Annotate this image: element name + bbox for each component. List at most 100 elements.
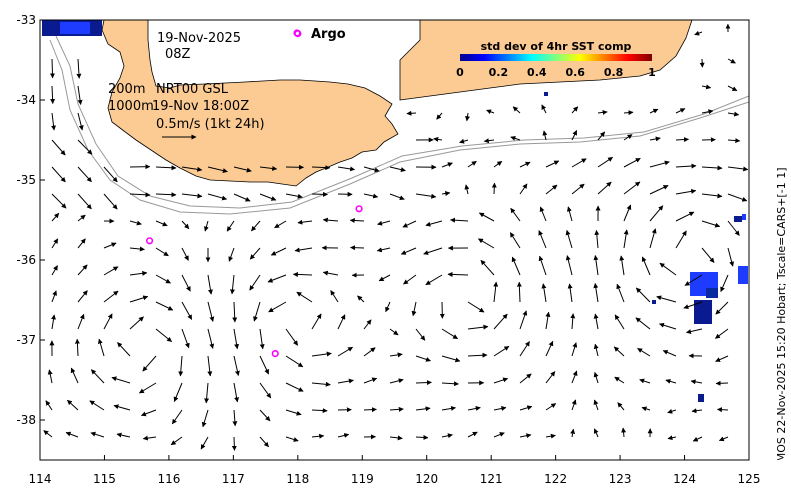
current-vector xyxy=(510,136,521,141)
current-vector xyxy=(155,192,177,198)
current-vector xyxy=(727,247,735,267)
current-vector xyxy=(249,274,261,291)
map-date: 19-Nov-2025 xyxy=(157,31,241,46)
current-vector xyxy=(715,380,729,386)
current-vector xyxy=(411,301,417,317)
current-vector xyxy=(571,106,579,114)
current-vector xyxy=(593,283,599,303)
current-vector xyxy=(77,214,86,222)
current-vector xyxy=(539,206,547,222)
current-vector xyxy=(571,158,587,168)
current-vector xyxy=(727,193,748,202)
current-vector xyxy=(614,376,625,384)
current-vector xyxy=(441,405,456,411)
current-vector xyxy=(718,436,729,442)
current-vector xyxy=(363,166,380,173)
current-vector xyxy=(491,182,497,195)
current-vector xyxy=(129,220,142,226)
current-vector xyxy=(45,400,53,411)
x-tick-label: 119 xyxy=(351,472,374,486)
current-vector xyxy=(47,369,53,384)
current-vector xyxy=(389,352,403,358)
current-vector xyxy=(694,30,703,36)
current-vector xyxy=(43,430,53,438)
current-vector xyxy=(402,220,417,228)
current-vector xyxy=(89,400,105,411)
current-vector xyxy=(519,161,531,168)
current-vector xyxy=(675,108,686,114)
current-vector xyxy=(727,85,738,92)
y-tick-label: -34 xyxy=(16,93,36,107)
argo-float-marker xyxy=(355,205,363,213)
colorbar-title: std dev of 4hr SST comp xyxy=(481,40,632,53)
current-vector xyxy=(111,376,131,384)
current-vector xyxy=(285,436,299,442)
x-tick-label: 116 xyxy=(157,472,180,486)
current-vector xyxy=(617,402,625,411)
current-vector xyxy=(251,220,261,232)
current-vector xyxy=(389,193,405,201)
current-vector xyxy=(181,193,203,199)
x-tick-label: 117 xyxy=(222,472,245,486)
current-vector xyxy=(691,408,703,414)
current-vector xyxy=(103,242,117,249)
y-tick-label: -37 xyxy=(16,333,36,347)
current-vector xyxy=(545,433,556,439)
current-vector xyxy=(701,84,712,90)
current-vector xyxy=(483,138,495,144)
current-vector xyxy=(77,112,84,131)
current-vector xyxy=(155,220,168,227)
current-vector xyxy=(701,193,723,199)
current-vector xyxy=(714,328,729,339)
y-axis: -33 -34 -35 -36 -37 -38 xyxy=(16,13,45,427)
current-vector xyxy=(51,265,58,276)
current-vector xyxy=(253,301,261,322)
current-vector xyxy=(232,409,238,427)
current-vector xyxy=(509,232,521,249)
current-vector xyxy=(493,313,508,330)
current-vector xyxy=(597,131,606,141)
x-axis: 114 115 116 117 118 119 120 121 122 123 124 125 xyxy=(29,455,760,486)
current-vector xyxy=(51,166,66,183)
current-vector xyxy=(690,379,703,385)
current-vector xyxy=(337,433,350,438)
current-vector xyxy=(76,58,82,79)
y-tick-label: -35 xyxy=(16,173,36,187)
current-vector xyxy=(311,165,331,171)
current-vector xyxy=(233,193,251,202)
current-vector xyxy=(155,165,177,171)
current-vector xyxy=(113,404,131,411)
current-vector xyxy=(77,238,86,249)
current-vector xyxy=(77,313,85,330)
current-vector xyxy=(259,193,277,201)
current-vector xyxy=(623,110,634,116)
current-vector xyxy=(493,377,509,384)
current-vector xyxy=(129,192,151,198)
current-vector xyxy=(441,355,461,363)
current-vector xyxy=(649,136,661,142)
current-vector xyxy=(142,435,157,441)
current-vector xyxy=(51,290,57,303)
x-tick-label: 121 xyxy=(480,472,503,486)
current-vector xyxy=(659,262,677,276)
current-vector xyxy=(207,166,228,173)
current-vector xyxy=(363,347,376,357)
current-vector xyxy=(727,111,740,117)
current-vector xyxy=(403,274,417,285)
current-vector xyxy=(170,436,183,446)
current-vector xyxy=(701,220,721,228)
current-vector xyxy=(415,328,426,341)
current-vector xyxy=(701,165,723,171)
current-vector xyxy=(436,112,443,120)
current-vector xyxy=(566,206,573,222)
current-vector xyxy=(294,247,313,253)
current-vector xyxy=(231,436,237,451)
current-vector xyxy=(207,301,215,322)
current-vector xyxy=(594,229,600,249)
current-vector xyxy=(641,406,651,412)
current-vector xyxy=(675,163,697,169)
plot-frame xyxy=(39,19,750,461)
current-vector xyxy=(447,271,469,277)
current-vector xyxy=(77,290,88,303)
current-vector xyxy=(337,166,356,172)
